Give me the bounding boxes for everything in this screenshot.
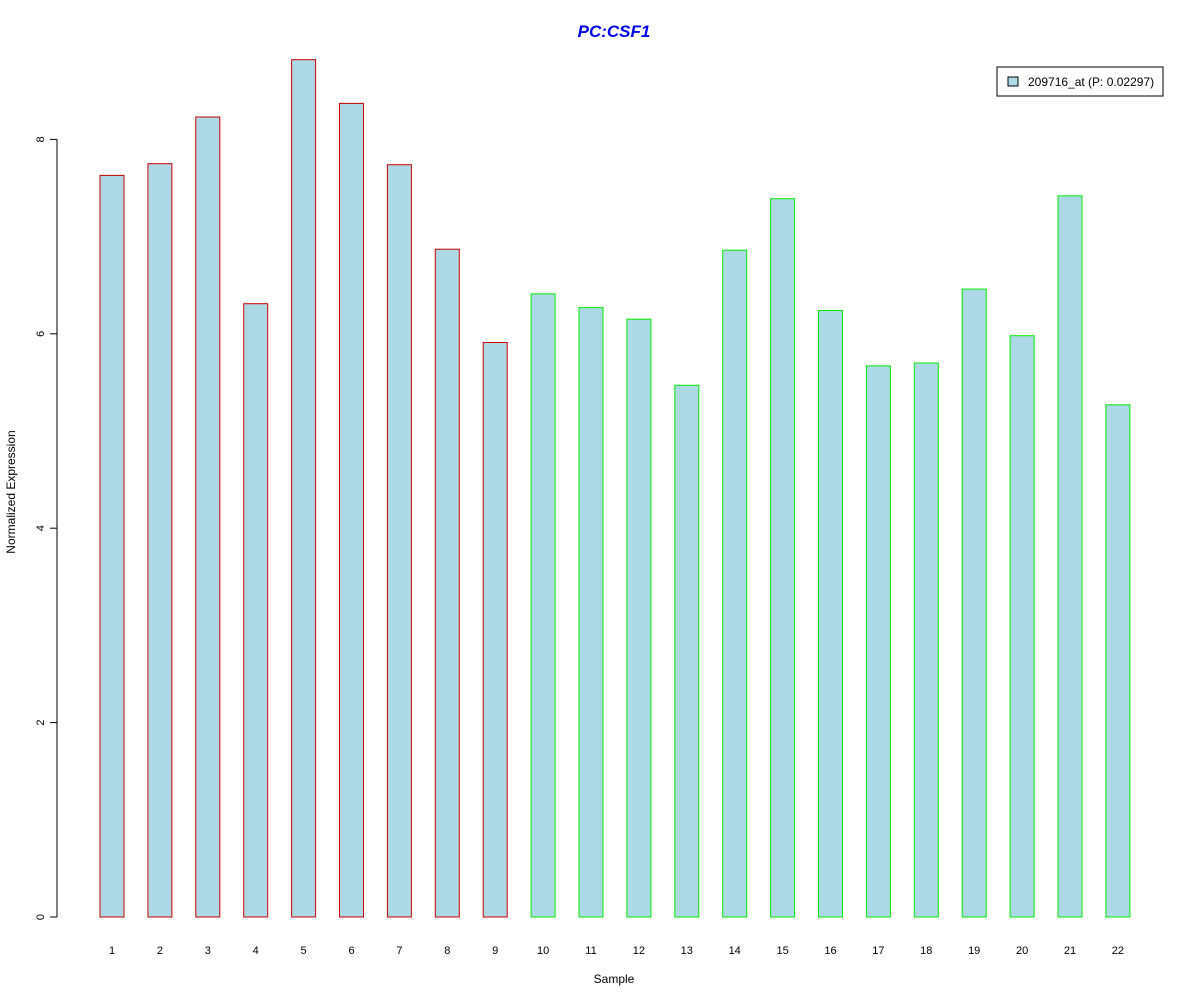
bar-sample-18	[913, 362, 939, 918]
y-axis-label: Normalized Expression	[4, 430, 18, 553]
bar-sample-3	[195, 116, 221, 918]
chart-title: PC:CSF1	[578, 22, 651, 41]
x-tick-label: 4	[253, 945, 259, 957]
y-tick-label: 2	[35, 720, 47, 726]
bar-sample-8	[434, 248, 460, 918]
bars-group	[99, 59, 1131, 918]
bar-sample-22	[1105, 404, 1131, 918]
bar-sample-13	[674, 384, 700, 918]
x-tick-label: 2	[157, 945, 163, 957]
x-tick-label: 11	[585, 945, 596, 957]
legend-swatch	[1007, 76, 1019, 87]
bar-sample-1	[99, 174, 125, 918]
y-tick-label: 4	[35, 525, 47, 531]
bar-sample-4	[243, 303, 269, 918]
bar-sample-20	[1009, 335, 1035, 918]
legend: 209716_at (P: 0.02297)	[996, 66, 1164, 97]
x-tick-label: 7	[396, 945, 402, 957]
x-tick-label: 15	[776, 945, 788, 957]
bar-sample-17	[865, 365, 891, 918]
x-tick-label: 12	[633, 945, 645, 957]
x-tick-label: 13	[681, 945, 693, 957]
bar-sample-5	[291, 59, 317, 918]
bar-sample-9	[482, 342, 508, 918]
x-tick-label: 8	[444, 945, 450, 957]
x-tick-label: 22	[1112, 945, 1124, 957]
bar-sample-16	[818, 310, 843, 918]
x-tick-label: 6	[348, 945, 354, 957]
bar-sample-19	[961, 288, 987, 918]
bar-sample-12	[626, 318, 652, 918]
bar-sample-2	[147, 163, 173, 918]
bar-sample-14	[722, 249, 748, 918]
x-tick-label: 17	[872, 945, 884, 957]
x-tick-label: 1	[109, 945, 115, 957]
x-tick-label: 10	[537, 945, 549, 957]
x-tick-label: 18	[920, 945, 932, 957]
x-tick-label: 16	[824, 945, 836, 957]
x-tick-label: 3	[205, 945, 211, 957]
bar-sample-7	[386, 164, 412, 918]
x-tick-label: 5	[301, 945, 307, 957]
y-tick-label: 8	[35, 136, 47, 142]
x-tick-label: 20	[1016, 945, 1028, 957]
y-tick-label: 6	[35, 331, 47, 337]
bar-sample-6	[339, 102, 364, 918]
x-axis-label: Sample	[594, 972, 635, 986]
x-tick-label: 21	[1064, 945, 1076, 957]
x-tick-labels: 1 2 3 4 5 6 7 8 9 10 11 12 13 14 15 16 17 18 19 20 21 22	[109, 945, 1124, 957]
legend-entry: 209716_at (P: 0.02297)	[1028, 75, 1154, 89]
bar-sample-10	[530, 293, 556, 918]
bar-sample-15	[770, 198, 796, 918]
bar-sample-11	[578, 307, 604, 918]
legend-box	[996, 66, 1164, 97]
x-tick-label: 14	[729, 945, 741, 957]
x-tick-label: 9	[492, 945, 498, 957]
y-tick-label: 0	[35, 914, 47, 920]
bar-sample-21	[1057, 195, 1083, 918]
y-axis: 0 2 4 6 8	[35, 136, 58, 920]
x-tick-label: 19	[968, 945, 980, 957]
